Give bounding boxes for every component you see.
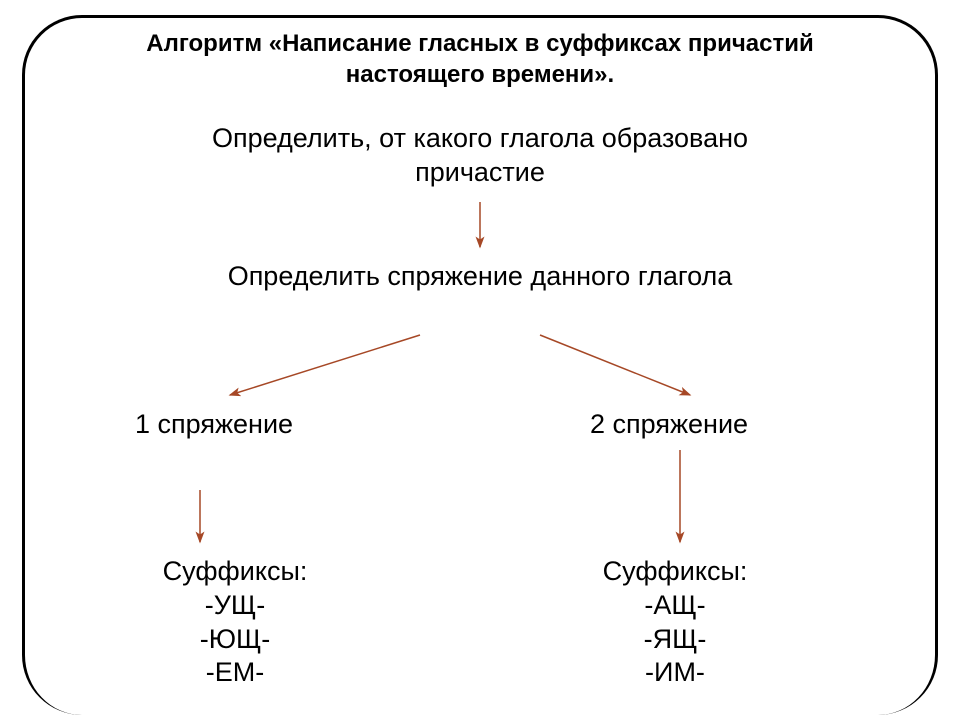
suffix-left-header: Суффиксы: xyxy=(135,555,335,589)
suffix-left-2: -ЮЩ- xyxy=(135,623,335,657)
algorithm-title: Алгоритм «Написание гласных в суффиксах … xyxy=(80,28,880,90)
suffix-left-3: -ЕМ- xyxy=(135,656,335,690)
branch-2-label: 2 спряжение xyxy=(590,408,890,442)
branch-1-label: 1 спряжение xyxy=(135,408,335,442)
suffix-right-2: -ЯЩ- xyxy=(575,623,775,657)
step-2-text: Определить спряжение данного глагола xyxy=(190,260,770,294)
suffix-left-1: -УЩ- xyxy=(135,589,335,623)
suffix-right-1: -АЩ- xyxy=(575,589,775,623)
suffix-right-3: -ИМ- xyxy=(575,656,775,690)
suffixes-right: Суффиксы: -АЩ- -ЯЩ- -ИМ- xyxy=(575,555,775,690)
suffix-right-header: Суффиксы: xyxy=(575,555,775,589)
suffixes-left: Суффиксы: -УЩ- -ЮЩ- -ЕМ- xyxy=(135,555,335,690)
step-1-text: Определить, от какого глагола образовано… xyxy=(150,122,810,190)
